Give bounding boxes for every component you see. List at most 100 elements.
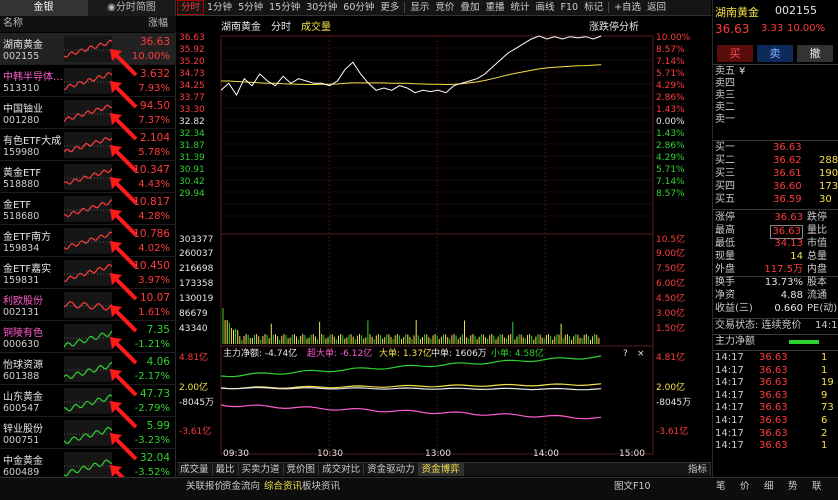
row-code: 600547 xyxy=(3,403,40,414)
buy-level-row[interactable]: 买五 36.59 30 xyxy=(715,194,838,206)
row-change-pct: 4.43% xyxy=(138,179,170,190)
price-tick-label: 33.30 xyxy=(179,105,205,115)
stat-key: 收益(三) xyxy=(715,303,753,314)
watchlist-row[interactable]: 中韩半导体… 513310 3.632 7.93% xyxy=(0,65,176,109)
quote-bottom-tab[interactable]: 联 xyxy=(812,481,822,492)
watchlist-row[interactable]: 湖南黄金 002155 36.63 10.00% xyxy=(0,33,176,77)
watchlist-row[interactable]: 铜陵有色 000630 7.35 -1.21% xyxy=(0,321,176,365)
stat-row: 外盘 117.5万 内盘 xyxy=(713,264,838,277)
indicator-tab[interactable]: 最比 xyxy=(213,463,239,476)
buy-button[interactable]: 买 xyxy=(717,45,753,62)
quote-bottom-tab[interactable]: 细 xyxy=(764,481,774,492)
watchlist-row[interactable]: 金ETF嘉实 159831 10.450 3.97% xyxy=(0,257,176,301)
row-code: 002131 xyxy=(3,307,40,318)
toolbar-2[interactable]: 5分钟 xyxy=(238,2,264,13)
indicator-tab[interactable]: 指标 xyxy=(685,463,711,476)
toolbar-9[interactable]: 叠加 xyxy=(460,2,480,13)
tab-sparkline[interactable]: ◉分时简图 xyxy=(88,0,176,16)
quote-bottom-tab[interactable]: 价 xyxy=(740,481,750,492)
vol-tick-label: 130019 xyxy=(179,294,214,304)
indicator-tab[interactable]: 成交量 xyxy=(177,463,213,476)
sell-level-row[interactable]: 卖一 xyxy=(715,114,838,126)
quote-pct: 10.00% xyxy=(787,23,826,34)
tab-gold-silver[interactable]: 金银 xyxy=(0,0,88,16)
watchlist-row[interactable]: 黄金ETF 518880 10.347 4.43% xyxy=(0,161,176,205)
watchlist-row[interactable]: 山东黄金 600547 47.73 -2.79% xyxy=(0,385,176,429)
vol-right-label: 6.00亿 xyxy=(656,277,685,289)
sell-button[interactable]: 卖 xyxy=(757,45,793,62)
watchlist-row[interactable]: 锌业股份 000751 5.99 -3.23% xyxy=(0,417,176,461)
buy-level-row[interactable]: 买二 36.62 288 xyxy=(715,155,838,167)
toolbar-5[interactable]: 60分钟 xyxy=(343,2,375,13)
toolbar-15[interactable]: +自选 xyxy=(614,2,642,13)
stat-row: 最低 34.13 市值 xyxy=(715,238,838,250)
toolbar-6[interactable]: 更多 xyxy=(380,2,400,13)
stat-value: 36.63 xyxy=(774,212,803,223)
header-change[interactable]: 涨幅 xyxy=(148,18,168,29)
watchlist-row[interactable]: 利欧股份 002131 10.07 1.61% xyxy=(0,289,176,333)
level-label: 买五 xyxy=(715,194,735,205)
main-flow-label: 主力净额 xyxy=(715,336,755,347)
divider xyxy=(713,140,838,141)
stat-key2: 内盘 xyxy=(807,264,827,275)
watchlist-row[interactable]: 怡球资源 601388 4.06 -2.17% xyxy=(0,353,176,397)
stat-key2: 量比 xyxy=(807,225,827,236)
main-flow-bar xyxy=(789,340,819,344)
watchlist-row[interactable]: 金ETF南方 159834 10.786 4.02% xyxy=(0,225,176,269)
sell-level-row[interactable]: 卖二 xyxy=(715,102,838,114)
sell-level-row[interactable]: 卖四 xyxy=(715,78,838,90)
status-item[interactable]: 板块资讯 xyxy=(302,481,341,492)
tick-price: 36.63 xyxy=(759,377,788,389)
indicator-tab[interactable]: 竞价图 xyxy=(284,463,320,476)
toolbar-13[interactable]: F10 xyxy=(560,2,579,13)
toolbar-0[interactable]: 分时 xyxy=(177,0,205,15)
status-item[interactable]: 图文F10 xyxy=(614,481,651,492)
row-name: 怡球资源 xyxy=(3,360,43,371)
toolbar-7[interactable]: 显示 xyxy=(410,2,430,13)
row-code: 001280 xyxy=(3,115,40,126)
status-item[interactable]: 关联报价 xyxy=(186,481,225,492)
status-item[interactable]: 资金流向 xyxy=(222,481,261,492)
indicator-tab[interactable]: 成交对比 xyxy=(319,463,365,476)
header-name[interactable]: 名称 xyxy=(3,18,23,29)
tick-price: 36.63 xyxy=(759,364,788,376)
indicator-tab[interactable]: 资金博弈 xyxy=(418,463,464,476)
watchlist-row[interactable]: 有色ETF大成 159980 2.104 5.78% xyxy=(0,129,176,173)
sell-level-row[interactable]: 卖五 ¥ xyxy=(715,66,838,78)
toolbar-11[interactable]: 统计 xyxy=(510,2,530,13)
level-label: 买一 xyxy=(715,142,735,153)
indicator-tab[interactable]: 资金驱动力 xyxy=(364,463,419,476)
watchlist-row[interactable]: 金ETF 518680 10.817 4.28% xyxy=(0,193,176,237)
quote-bottom-tab[interactable]: 势 xyxy=(788,481,798,492)
row-price: 94.50 xyxy=(139,100,170,112)
status-item[interactable]: 综合资讯 xyxy=(264,481,303,492)
watchlist-row[interactable]: 中国铀业 001280 94.50 7.37% xyxy=(0,97,176,141)
buy-level-row[interactable]: 买四 36.60 173 xyxy=(715,181,838,193)
toolbar-8[interactable]: 竞价 xyxy=(435,2,455,13)
intraday-chart[interactable]: 36.63 35.92 35.20 34.73 34.25 33.77 33.30 32.82… xyxy=(177,16,711,459)
indicator-tab[interactable]: 买卖力道 xyxy=(239,463,284,476)
limit-analysis-link[interactable]: 涨跌停分析 xyxy=(589,22,639,33)
chart-mode-label: 分时 xyxy=(271,22,291,33)
tick-time: 14:17 xyxy=(715,364,744,376)
toolbar-1[interactable]: 1分钟 xyxy=(207,2,233,13)
quote-name: 湖南黄金 xyxy=(715,6,759,19)
toolbar-12[interactable]: 画线 xyxy=(535,2,555,13)
toolbar-separator xyxy=(608,2,610,13)
quote-bottom-tab[interactable]: 笔 xyxy=(716,481,726,492)
sell-level-row[interactable]: 卖三 xyxy=(715,90,838,102)
toolbar-10[interactable]: 重播 xyxy=(485,2,505,13)
toolbar-14[interactable]: 标记 xyxy=(584,2,604,13)
buy-level-row[interactable]: 买一 36.63 xyxy=(715,142,838,154)
flow-main-label: 主力净额: -4.74亿 xyxy=(223,347,297,359)
cancel-button[interactable]: 撤 xyxy=(797,45,833,62)
stat-value: 34.13 xyxy=(774,238,803,249)
tick-volume: 19 xyxy=(821,377,834,389)
row-price: 5.99 xyxy=(146,420,170,432)
toolbar-16[interactable]: 返回 xyxy=(647,2,667,13)
buy-level-row[interactable]: 买三 36.61 190 xyxy=(715,168,838,180)
stat-value: 36.63 xyxy=(770,225,803,239)
toolbar-3[interactable]: 15分钟 xyxy=(269,2,301,13)
vol-tick-label: 43340 xyxy=(179,324,208,334)
toolbar-4[interactable]: 30分钟 xyxy=(306,2,338,13)
